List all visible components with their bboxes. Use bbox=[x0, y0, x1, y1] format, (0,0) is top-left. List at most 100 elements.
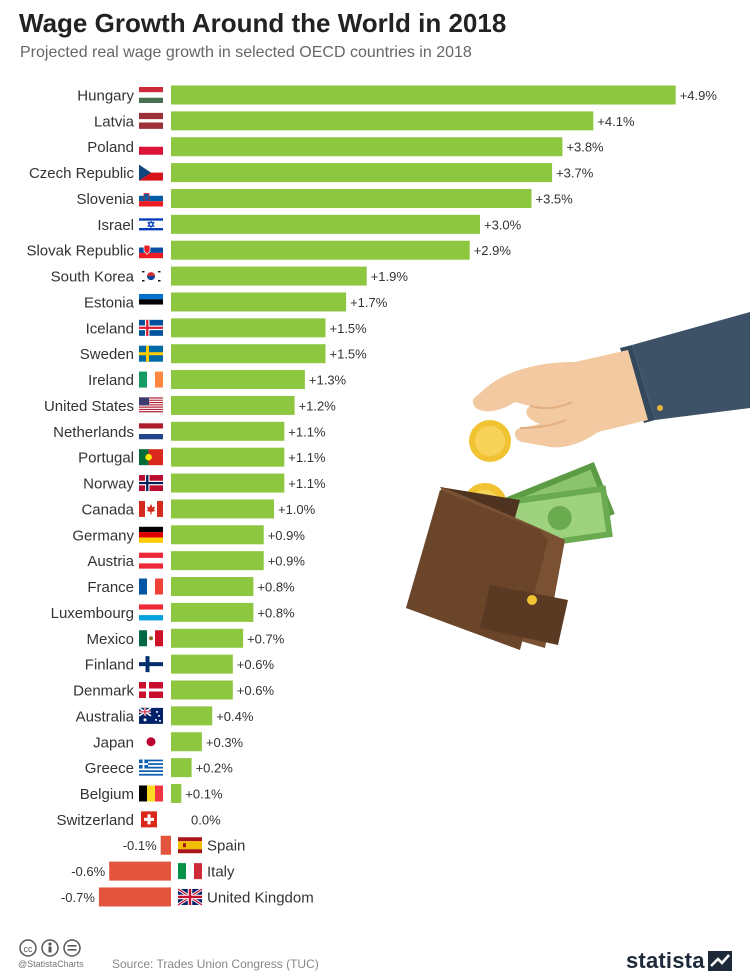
category-label: Australia bbox=[76, 708, 135, 725]
category-label: Greece bbox=[85, 760, 134, 777]
luxembourg-flag-icon bbox=[139, 604, 163, 621]
denmark-flag-icon bbox=[139, 682, 163, 699]
bar-poland bbox=[171, 137, 563, 157]
value-label: -0.6% bbox=[71, 864, 105, 879]
value-label: +4.1% bbox=[597, 114, 635, 129]
belgium-flag-icon bbox=[139, 785, 163, 802]
value-label: 0.0% bbox=[191, 812, 221, 827]
bar-ireland bbox=[171, 370, 305, 390]
category-label: Israel bbox=[97, 217, 134, 234]
value-label: +1.3% bbox=[309, 373, 347, 388]
value-label: +0.9% bbox=[268, 528, 306, 543]
sweden-flag-icon bbox=[139, 345, 163, 362]
category-label: Denmark bbox=[73, 683, 134, 700]
greece-flag-icon bbox=[139, 759, 163, 776]
creative-commons-icon: cc bbox=[19, 939, 81, 957]
bar-japan bbox=[171, 732, 202, 752]
bar-slovak-republic bbox=[171, 240, 470, 260]
bar-norway bbox=[171, 473, 285, 493]
bar-canada bbox=[171, 499, 274, 519]
value-label: +1.0% bbox=[278, 502, 316, 517]
category-label: Poland bbox=[87, 139, 134, 156]
bar-south-korea bbox=[171, 266, 367, 286]
switzerland-flag-icon bbox=[141, 811, 157, 828]
bar-united-states bbox=[171, 395, 295, 415]
footer-handle: @StatistaCharts bbox=[18, 959, 84, 969]
page-title: Wage Growth Around the World in 2018 bbox=[19, 8, 507, 38]
value-label: +0.2% bbox=[196, 761, 234, 776]
value-label: +1.1% bbox=[288, 424, 326, 439]
iceland-flag-icon bbox=[139, 319, 163, 336]
category-label: Sweden bbox=[80, 346, 134, 363]
portugal-flag-icon bbox=[139, 449, 163, 466]
bar-slovenia bbox=[171, 188, 532, 208]
category-label: Ireland bbox=[88, 372, 134, 389]
category-label: United States bbox=[44, 398, 134, 415]
bar-portugal bbox=[171, 447, 285, 467]
category-label: Spain bbox=[207, 838, 245, 855]
bar-hungary bbox=[171, 85, 676, 105]
latvia-flag-icon bbox=[139, 112, 163, 129]
value-label: +2.9% bbox=[474, 243, 512, 258]
bar-netherlands bbox=[171, 421, 285, 441]
estonia-flag-icon bbox=[139, 293, 163, 310]
germany-flag-icon bbox=[139, 526, 163, 543]
category-label: Mexico bbox=[86, 631, 134, 648]
bar-israel bbox=[171, 214, 480, 234]
austria-flag-icon bbox=[139, 552, 163, 569]
bar-finland bbox=[171, 654, 233, 674]
finland-flag-icon bbox=[139, 656, 163, 673]
bar-chart: Hungary +4.9% Latvia +4.1% Poland +3.8% Czech … bbox=[26, 85, 718, 907]
bar-austria bbox=[171, 551, 264, 571]
bar-sweden bbox=[171, 344, 326, 364]
statista-logo-icon bbox=[708, 951, 732, 971]
category-label: Estonia bbox=[84, 294, 135, 311]
bar-iceland bbox=[171, 318, 326, 338]
category-label: Luxembourg bbox=[51, 605, 134, 622]
category-label: Slovenia bbox=[76, 191, 134, 208]
israel-flag-icon bbox=[139, 216, 163, 233]
bar-greece bbox=[171, 758, 192, 778]
bar-czech-republic bbox=[171, 163, 553, 183]
value-label: +4.9% bbox=[680, 88, 718, 103]
value-label: +0.4% bbox=[216, 709, 254, 724]
value-label: +1.1% bbox=[288, 450, 326, 465]
category-label: Iceland bbox=[86, 320, 134, 337]
value-label: +0.8% bbox=[257, 580, 295, 595]
value-label: +1.5% bbox=[330, 347, 368, 362]
japan-flag-icon bbox=[139, 733, 163, 750]
category-label: Netherlands bbox=[53, 424, 134, 441]
value-label: -0.1% bbox=[123, 838, 157, 853]
poland-flag-icon bbox=[139, 138, 163, 155]
slovenia-flag-icon bbox=[139, 190, 163, 207]
category-label: Slovak Republic bbox=[26, 243, 134, 260]
statista-logo: statista bbox=[626, 948, 705, 973]
category-label: Belgium bbox=[80, 786, 134, 803]
category-label: Latvia bbox=[94, 113, 135, 130]
category-label: South Korea bbox=[51, 269, 135, 286]
value-label: +0.8% bbox=[257, 605, 295, 620]
category-label: France bbox=[87, 579, 134, 596]
usa-flag-icon bbox=[139, 397, 163, 414]
value-label: +0.6% bbox=[237, 683, 275, 698]
bar-italy bbox=[109, 861, 171, 881]
bar-belgium bbox=[171, 783, 182, 803]
page-subtitle: Projected real wage growth in selected O… bbox=[20, 44, 472, 61]
footer-source: Source: Trades Union Congress (TUC) bbox=[112, 957, 319, 971]
value-label: +0.7% bbox=[247, 631, 285, 646]
value-label: +0.9% bbox=[268, 554, 306, 569]
category-label: Czech Republic bbox=[29, 165, 135, 182]
uk-flag-icon bbox=[177, 887, 203, 907]
czech-flag-icon bbox=[139, 164, 163, 181]
value-label: +1.9% bbox=[371, 269, 409, 284]
canada-flag-icon bbox=[139, 500, 163, 517]
value-label: +0.1% bbox=[185, 786, 223, 801]
bar-luxembourg bbox=[171, 602, 254, 622]
france-flag-icon bbox=[139, 578, 163, 595]
category-label: Canada bbox=[81, 501, 134, 518]
norway-flag-icon bbox=[139, 475, 163, 492]
category-label: Hungary bbox=[77, 88, 134, 105]
netherlands-flag-icon bbox=[139, 423, 163, 440]
svg-text:cc: cc bbox=[24, 944, 34, 954]
slovakia-flag-icon bbox=[139, 242, 163, 259]
